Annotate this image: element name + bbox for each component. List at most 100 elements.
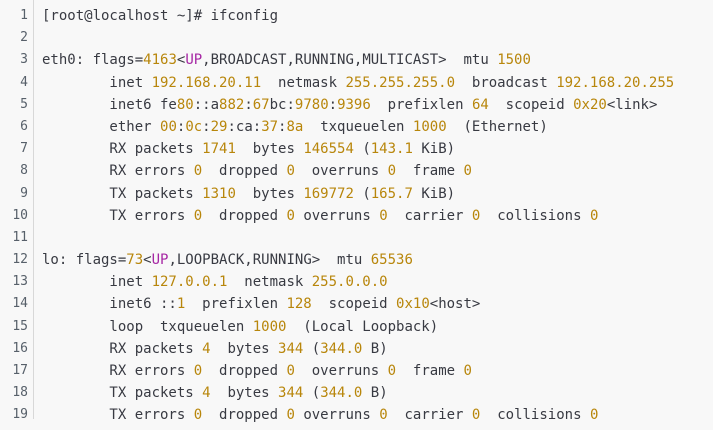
line-content: RX packets 1741 bytes 146554 (143.1 KiB) [28, 138, 455, 160]
code-segment-text: ether [42, 118, 161, 135]
code-segment-text: : [278, 118, 287, 135]
code-segment-text: : [244, 96, 253, 113]
code-segment-text: RX packets [42, 141, 203, 158]
line-content: inet6 ::1 prefixlen 128 scopeid 0x10<hos… [28, 293, 480, 315]
code-segment-text: lo: flags= [42, 252, 127, 269]
code-segment-number: 0x10 [396, 296, 430, 313]
code-segment-text: RX errors [42, 363, 194, 379]
code-segment-text: < [143, 252, 152, 269]
code-segment-text: frame [396, 363, 464, 379]
code-segment-number: 67 [252, 96, 270, 113]
code-segment-number: 0 [463, 163, 472, 180]
code-line: 6 ether 00:0c:29:ca:37:8a txqueuelen 100… [0, 116, 713, 138]
code-segment-number: 0 [463, 363, 472, 379]
code-line: 1 [root@localhost ~]# ifconfig [0, 5, 713, 27]
line-content: eth0: flags=4163<UP,BROADCAST,RUNNING,MU… [28, 49, 531, 71]
code-segment-number: 255.255.255.0 [345, 74, 456, 91]
code-segment-text: overruns [294, 363, 388, 379]
code-segment-keyword: UP [185, 52, 203, 69]
code-segment-text: bc: [269, 96, 295, 113]
code-segment-text: dropped [202, 363, 287, 379]
line-number: 1 [20, 8, 28, 23]
code-segment-text: TX packets [42, 185, 203, 202]
code-segment-number: 00 [160, 118, 177, 135]
code-segment-number: 4163 [143, 52, 177, 69]
code-segment-number: 0 [286, 207, 295, 224]
code-segment-number: 1 [176, 296, 186, 313]
code-segment-text: TX packets [42, 385, 203, 402]
line-content: lo: flags=73<UP,LOOPBACK,RUNNING> mtu 65… [28, 249, 413, 271]
code-segment-text: <link> [606, 96, 658, 113]
line-content: inet 127.0.0.1 netmask 255.0.0.0 [28, 271, 388, 293]
code-segment-number: 73 [126, 252, 144, 269]
code-segment-text: (Local Loopback) [286, 318, 439, 335]
line-content: RX errors 0 dropped 0 overruns 0 frame 0 [28, 160, 472, 182]
code-segment-text: frame [396, 163, 464, 180]
line-number: 8 [20, 163, 28, 179]
code-segment-number: 29 [210, 118, 228, 135]
code-segment-keyword: UP [151, 252, 169, 269]
code-segment-text: ::a [193, 96, 220, 113]
code-segment-text: broadcast [455, 74, 557, 91]
code-segment-number: 0 [193, 363, 203, 379]
code-segment-text: ( [353, 185, 371, 202]
code-segment-number: 0x20 [573, 96, 607, 113]
code-segment-text: collisions [480, 207, 590, 224]
code-segment-number: 1000 [252, 318, 287, 335]
code-segment-text: bytes [235, 185, 304, 202]
code-segment-number: 882 [219, 96, 245, 113]
line-content: loop txqueuelen 1000 (Local Loopback) [28, 316, 438, 338]
line-number: 2 [20, 30, 28, 46]
code-segment-number: 127.0.0.1 [151, 274, 228, 291]
code-segment-text: inet [42, 74, 152, 91]
code-segment-number: 0 [387, 163, 397, 180]
code-segment-text: overruns [294, 163, 388, 180]
code-segment-text: (Ethernet) [446, 118, 548, 135]
code-segment-number: 0 [286, 407, 295, 424]
terminal-output: 1 [root@localhost ~]# ifconfig 2 3 eth0: fla… [0, 5, 713, 427]
code-segment-number: 344.0 [320, 385, 363, 402]
code-segment-text: scopeid [311, 296, 397, 313]
code-segment-text: : [176, 118, 186, 135]
code-segment-number: 0 [471, 207, 481, 224]
code-segment-number: 0 [589, 207, 599, 224]
code-segment-text: ( [303, 385, 321, 402]
code-line: 18 TX packets 4 bytes 344 (344.0 B) [0, 382, 713, 404]
line-number: 6 [20, 118, 28, 134]
code-segment-text: TX errors [42, 407, 194, 424]
code-segment-number: 1310 [202, 185, 236, 202]
code-segment-number: 344 [278, 340, 304, 357]
code-segment-text: ,LOOPBACK,RUNNING> mtu [168, 252, 371, 269]
line-content: TX packets 4 bytes 344 (344.0 B) [28, 382, 387, 404]
code-segment-number: 255.0.0.0 [311, 274, 388, 291]
code-segment-text: txqueuelen [303, 118, 413, 135]
code-segment-number: 65536 [370, 252, 413, 269]
line-number: 13 [12, 274, 28, 290]
code-segment-number: 0c [185, 118, 203, 135]
code-segment-text: KiB) [412, 141, 456, 158]
line-number: 3 [20, 52, 28, 68]
code-segment-text: overruns [294, 207, 380, 224]
code-segment-number: 4 [202, 340, 211, 357]
gutter-divider [33, 0, 34, 419]
line-content [28, 27, 42, 49]
code-segment-text: overruns [294, 407, 380, 424]
code-segment-text: bytes [210, 340, 279, 357]
line-content: inet6 fe80::a882:67bc:9780:9396 prefixle… [28, 94, 657, 116]
code-segment-number: 192.168.20.255 [556, 74, 675, 91]
code-segment-text: carrier [387, 207, 472, 224]
line-number: 5 [20, 96, 28, 112]
code-segment-text: prefixlen [370, 96, 472, 113]
code-line: 3 eth0: flags=4163<UP,BROADCAST,RUNNING,M… [0, 49, 713, 71]
code-segment-text: inet6 fe [42, 96, 177, 113]
line-content: TX errors 0 dropped 0 overruns 0 carrier… [28, 404, 598, 426]
line-number: 19 [12, 407, 28, 423]
code-segment-text: B) [362, 340, 388, 357]
code-segment-text: prefixlen [185, 296, 287, 313]
code-segment-number: 1000 [412, 118, 447, 135]
code-segment-number: 146554 [303, 141, 354, 158]
code-segment-text: RX packets [42, 340, 203, 357]
code-segment-text: : [202, 118, 211, 135]
code-segment-number: 9396 [337, 96, 371, 113]
code-line: 15 loop txqueuelen 1000 (Local Loopback) [0, 316, 713, 338]
